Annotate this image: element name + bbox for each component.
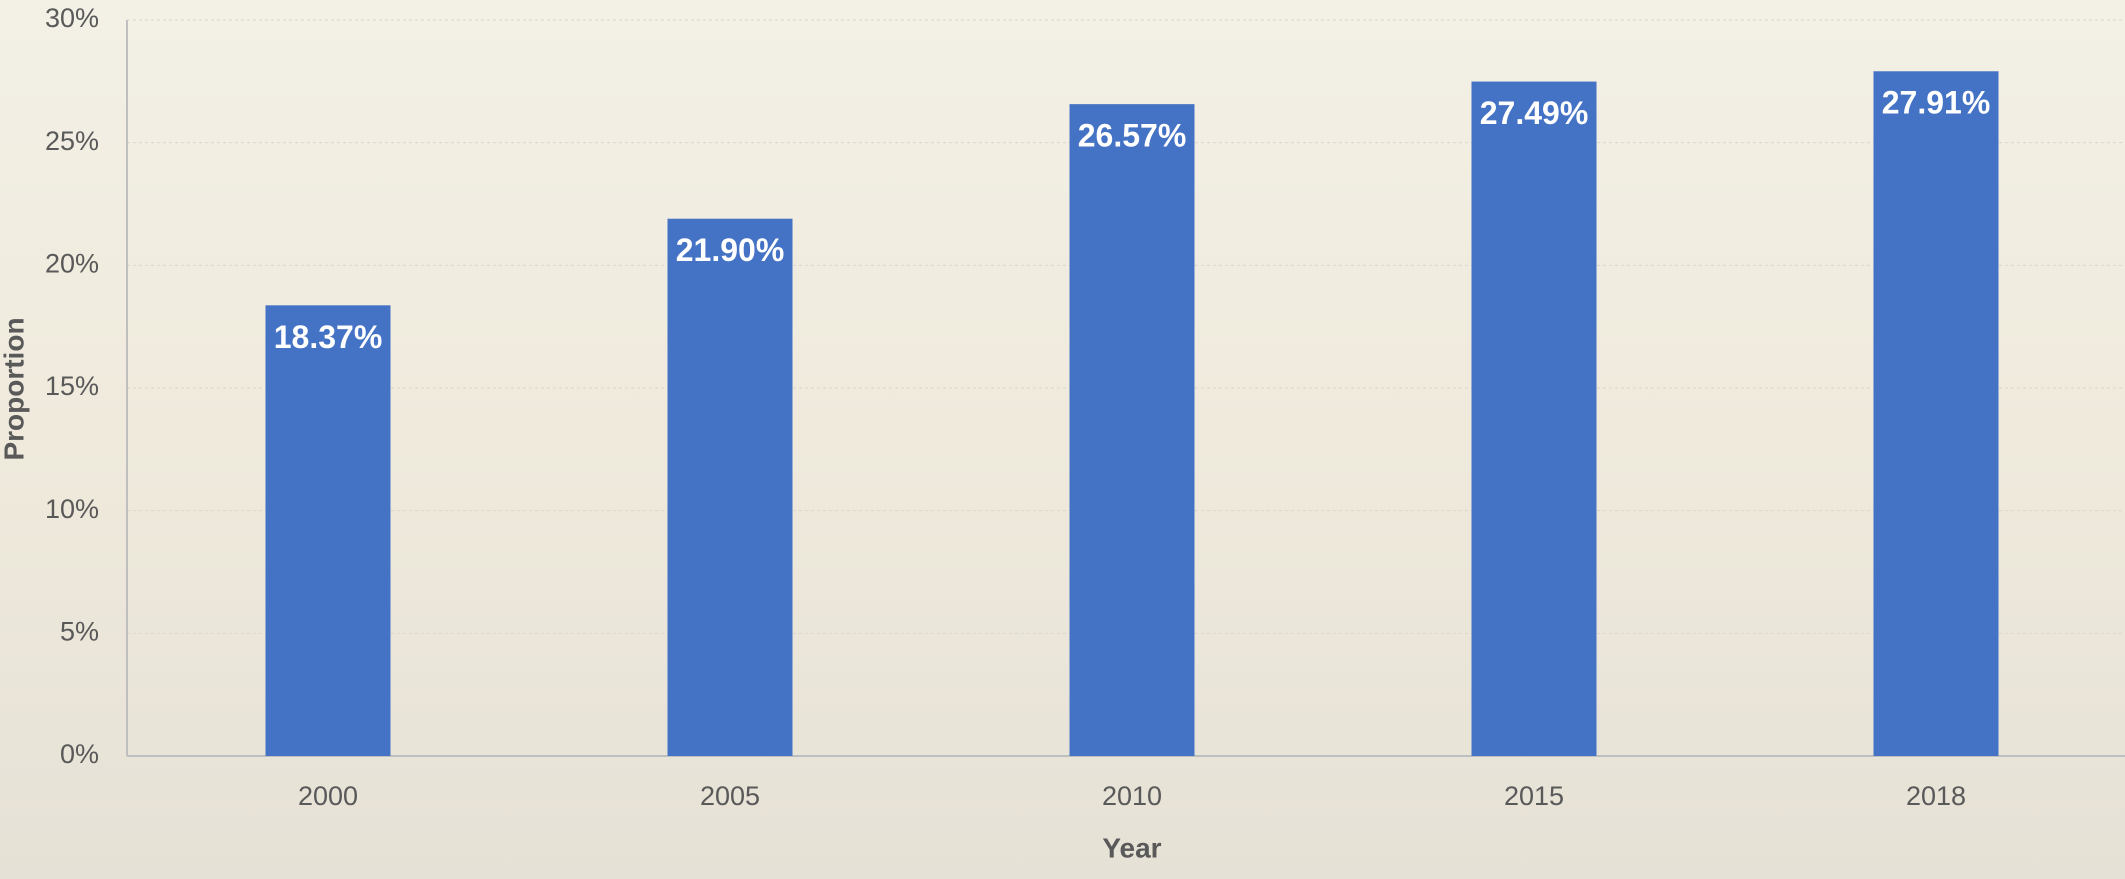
- y-tick-label: 20%: [45, 248, 99, 278]
- data-label: 21.90%: [676, 232, 785, 268]
- data-label: 27.49%: [1480, 95, 1589, 131]
- y-tick-label: 15%: [45, 371, 99, 401]
- x-tick-label: 2010: [1102, 781, 1162, 811]
- x-axis-title: Year: [1102, 832, 1161, 863]
- bar: [1069, 104, 1195, 756]
- x-tick-label: 2015: [1504, 781, 1564, 811]
- x-tick-label: 2005: [700, 781, 760, 811]
- data-label: 26.57%: [1078, 118, 1187, 154]
- data-label: 27.91%: [1882, 85, 1991, 121]
- y-tick-label: 10%: [45, 494, 99, 524]
- y-tick-label: 30%: [45, 3, 99, 33]
- y-tick-label: 25%: [45, 126, 99, 156]
- bar: [1873, 71, 1999, 757]
- bar: [667, 218, 793, 757]
- y-axis-title: Proportion: [0, 317, 29, 460]
- y-tick-label: 0%: [60, 739, 99, 769]
- bar: [265, 305, 391, 756]
- bar: [1471, 81, 1597, 756]
- x-tick-label: 2018: [1906, 781, 1966, 811]
- y-tick-label: 5%: [60, 616, 99, 646]
- data-label: 18.37%: [274, 319, 383, 355]
- x-tick-label: 2000: [298, 781, 358, 811]
